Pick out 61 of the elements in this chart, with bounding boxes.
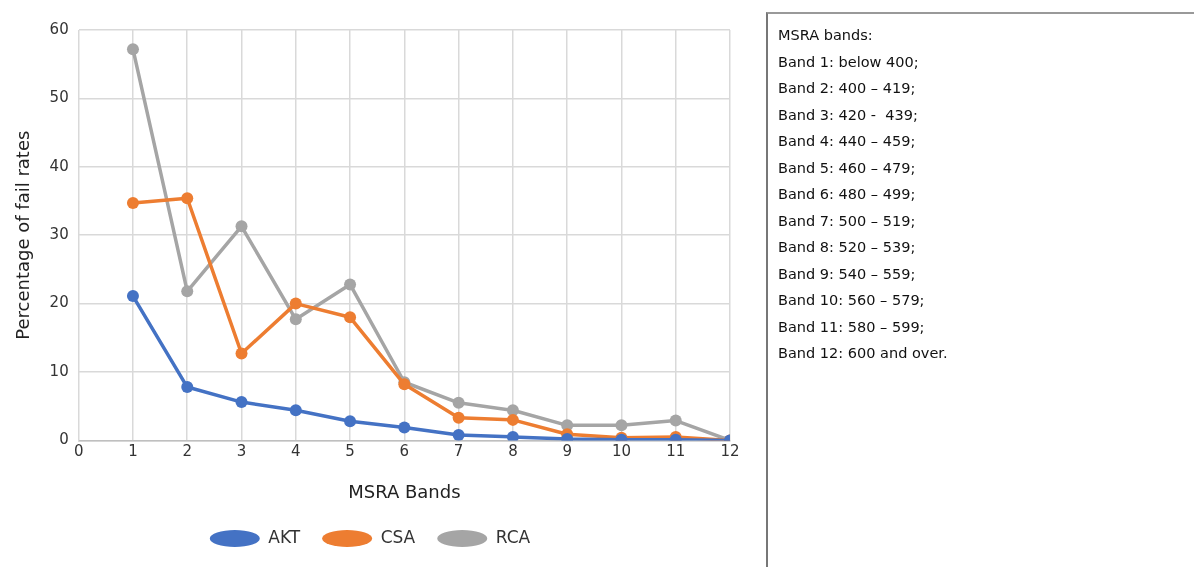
y-tick-label: 20: [49, 293, 69, 312]
point: [669, 414, 682, 427]
point: [398, 421, 411, 434]
point: [344, 415, 357, 428]
text: Band 10: 560 – 579;: [778, 291, 926, 310]
y-tick-label: 0: [59, 430, 69, 449]
x-tick-label: 3: [236, 442, 247, 461]
point: [344, 278, 357, 291]
text: Band 2: 400 – 419;: [778, 79, 917, 98]
text: Band 8: 520 – 539;: [778, 238, 917, 257]
point: [235, 396, 248, 409]
text: Band 5: 460 – 479;: [778, 158, 917, 178]
x-tick-label: 4: [291, 442, 301, 461]
legend-label: AKT: [268, 526, 301, 547]
x-tick-label: 6: [399, 442, 410, 461]
x-tick-label: 7: [453, 442, 464, 461]
x-tick-label: 5: [345, 442, 355, 461]
point: [452, 411, 465, 424]
point: [615, 419, 628, 432]
text: MSRA bands:: [778, 26, 874, 45]
text: Band 6: 480 – 499;: [778, 185, 917, 204]
y-tick-label: 30: [49, 225, 69, 244]
y-axis-title: Percentage of fail rates: [12, 130, 34, 340]
point: [289, 313, 302, 326]
text: Band 9: 540 – 559;: [778, 264, 917, 284]
y-tick-label: 40: [49, 156, 69, 175]
point: [452, 428, 465, 441]
point: [506, 430, 519, 441]
text: Band 1: below 400;: [778, 52, 920, 72]
point: [181, 381, 194, 394]
legend-label: RCA: [495, 526, 531, 547]
point: [506, 413, 519, 426]
point: [126, 43, 139, 56]
text: Band 7: 500 – 519;: [778, 211, 917, 231]
text: Band 4: 440 – 459;: [778, 132, 917, 151]
text: Band 3: 420 - 439;: [778, 105, 919, 125]
x-tick-label: 10: [611, 442, 631, 461]
point: [181, 285, 194, 298]
x-tick-label: 12: [720, 442, 740, 461]
point: [289, 297, 302, 310]
point: [235, 220, 248, 233]
point: [452, 396, 465, 409]
point: [126, 197, 139, 210]
point: [344, 311, 357, 324]
y-tick-label: 60: [49, 19, 69, 38]
text: Band 11: 580 – 599;: [778, 317, 926, 337]
legend-label: CSA: [380, 526, 416, 547]
x-tick-label: 1: [128, 442, 138, 461]
x-tick-label: 0: [73, 442, 84, 461]
x-tick-label: 9: [562, 442, 572, 461]
point: [289, 404, 302, 417]
text: Band 12: 600 and over.: [778, 344, 949, 363]
point: [235, 347, 248, 360]
x-tick-label: 8: [508, 442, 518, 461]
y-tick-label: 10: [49, 361, 69, 380]
point: [181, 192, 194, 205]
x-tick-label: 2: [182, 442, 193, 461]
x-axis-title: MSRA Bands: [348, 480, 461, 502]
x-tick-label: 11: [666, 442, 686, 461]
y-tick-label: 50: [49, 88, 69, 107]
point: [126, 290, 139, 303]
